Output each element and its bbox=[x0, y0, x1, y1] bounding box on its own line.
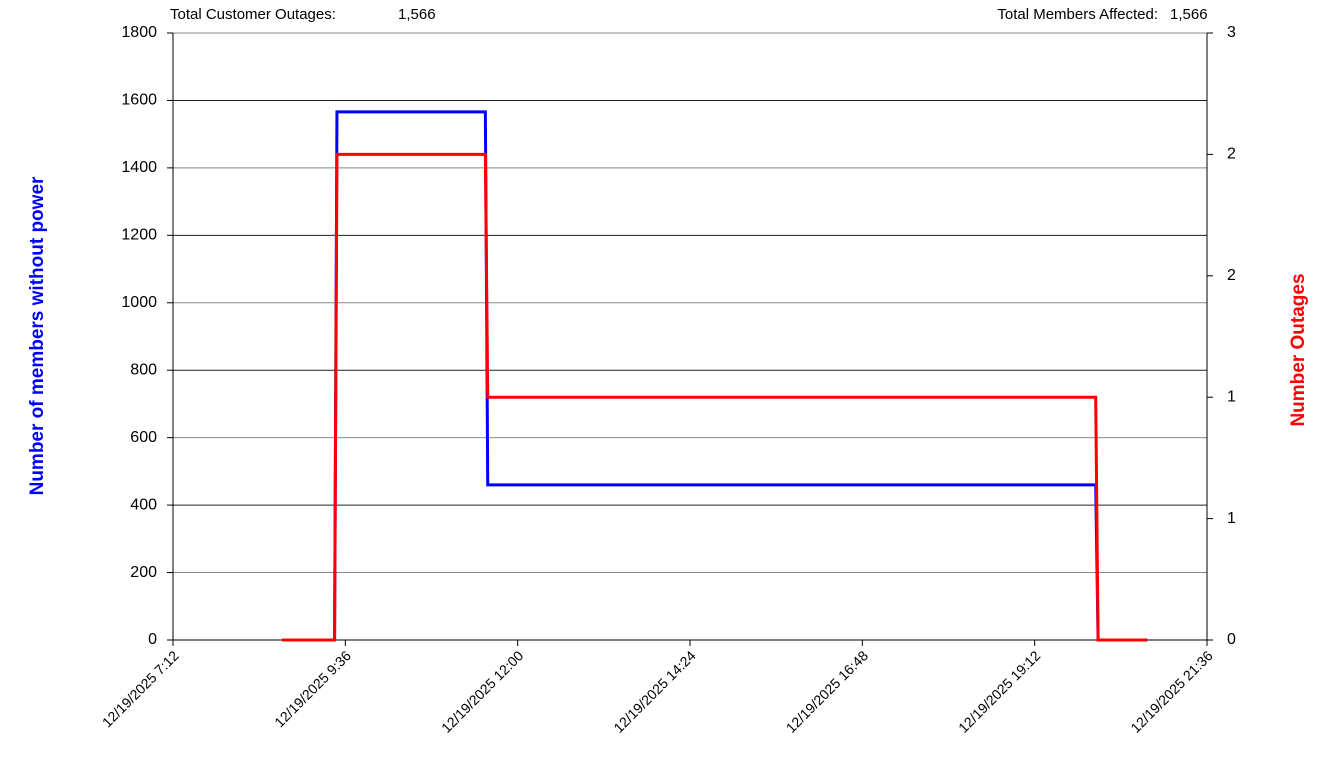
y-tick-label: 1200 bbox=[121, 227, 157, 244]
y2-tick-label: 2 bbox=[1227, 267, 1236, 284]
y-tick-label: 200 bbox=[130, 564, 157, 581]
annotation-label: Total Members Affected: bbox=[997, 6, 1158, 23]
y-tick-label: 1800 bbox=[121, 24, 157, 41]
y2-tick-label: 0 bbox=[1227, 631, 1236, 648]
x-tick-label: 12/19/2025 21:36 bbox=[1127, 647, 1216, 736]
y2-tick-label: 1 bbox=[1227, 510, 1236, 527]
x-tick-label: 12/19/2025 7:12 bbox=[99, 647, 182, 730]
series-line bbox=[281, 152, 1148, 642]
y2-axis-label: Number Outages bbox=[1288, 273, 1309, 426]
annotation-value: 1,566 bbox=[1170, 6, 1208, 23]
x-tick-label: 12/19/2025 9:36 bbox=[271, 647, 354, 730]
y-axis-label: Number of members without power bbox=[27, 176, 48, 495]
y-tick-label: 1400 bbox=[121, 159, 157, 176]
y2-tick-label: 1 bbox=[1227, 388, 1236, 405]
y-tick-label: 0 bbox=[148, 631, 157, 648]
annotation-label: Total Customer Outages: bbox=[170, 6, 336, 23]
y-tick-label: 1600 bbox=[121, 92, 157, 109]
y2-tick-label: 3 bbox=[1227, 24, 1236, 41]
x-tick-label: 12/19/2025 14:24 bbox=[610, 647, 699, 736]
series-line bbox=[281, 110, 1148, 642]
annotation-value: 1,566 bbox=[398, 6, 436, 23]
y-tick-label: 600 bbox=[130, 429, 157, 446]
y-tick-label: 800 bbox=[130, 361, 157, 378]
x-tick-label: 12/19/2025 12:00 bbox=[438, 647, 527, 736]
y2-tick-label: 2 bbox=[1227, 146, 1236, 163]
x-tick-label: 12/19/2025 16:48 bbox=[783, 647, 872, 736]
y-tick-label: 1000 bbox=[121, 294, 157, 311]
x-tick-label: 12/19/2025 19:12 bbox=[955, 647, 1044, 736]
y-tick-label: 400 bbox=[130, 496, 157, 513]
